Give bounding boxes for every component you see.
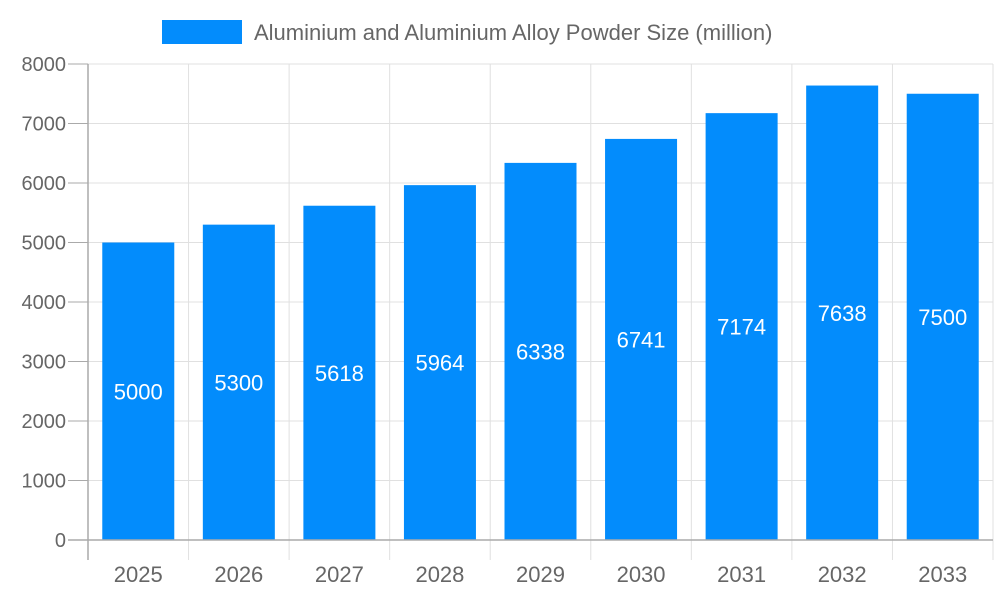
- y-tick-label: 6000: [22, 173, 67, 195]
- bar-2029: [504, 162, 577, 540]
- data-label-2026: 5300: [214, 370, 263, 395]
- x-tick-label: 2025: [114, 562, 163, 587]
- data-label-2029: 6338: [516, 339, 565, 364]
- bar-2026: [202, 224, 275, 540]
- x-tick-label: 2027: [315, 562, 364, 587]
- data-label-2027: 5618: [315, 361, 364, 386]
- y-tick-label: 1000: [22, 471, 67, 493]
- axes: 0 1000 2000 3000 4000 5000 6000 7000 8000 2025 202…: [22, 54, 994, 587]
- y-tick-label: 0: [55, 530, 66, 552]
- data-label-2031: 7174: [717, 315, 766, 340]
- bar-2032: [806, 85, 879, 540]
- y-tick-label: 4000: [22, 292, 67, 314]
- y-tick-label: 5000: [22, 233, 67, 255]
- legend[interactable]: Aluminium and Aluminium Alloy Powder Siz…: [162, 20, 772, 45]
- x-tick-label: 2032: [818, 562, 867, 587]
- legend-label[interactable]: Aluminium and Aluminium Alloy Powder Siz…: [254, 20, 772, 45]
- bar-2028: [403, 185, 476, 540]
- x-tick-label: 2026: [214, 562, 263, 587]
- data-label-2032: 7638: [818, 301, 867, 326]
- y-tick-label: 7000: [22, 114, 67, 136]
- bar-2025: [102, 242, 175, 540]
- bar-2031: [705, 113, 778, 540]
- data-label-2025: 5000: [114, 379, 163, 404]
- data-label-2030: 6741: [617, 327, 666, 352]
- bar-2027: [303, 205, 376, 540]
- legend-swatch[interactable]: [162, 20, 242, 44]
- y-tick-label: 2000: [22, 411, 67, 433]
- data-label-2028: 5964: [415, 351, 464, 376]
- y-tick-label: 8000: [22, 54, 67, 76]
- bar-2030: [605, 138, 678, 540]
- x-tick-label: 2030: [617, 562, 666, 587]
- x-tick-label: 2031: [717, 562, 766, 587]
- bars: 5000 5300 5618 5964 6338 6741 7174 7638 7500: [102, 85, 979, 540]
- x-tick-label: 2029: [516, 562, 565, 587]
- y-tick-label: 3000: [22, 352, 67, 374]
- bar-2033: [906, 93, 979, 540]
- x-tick-label: 2028: [415, 562, 464, 587]
- data-label-2033: 7500: [918, 305, 967, 330]
- x-tick-label: 2033: [918, 562, 967, 587]
